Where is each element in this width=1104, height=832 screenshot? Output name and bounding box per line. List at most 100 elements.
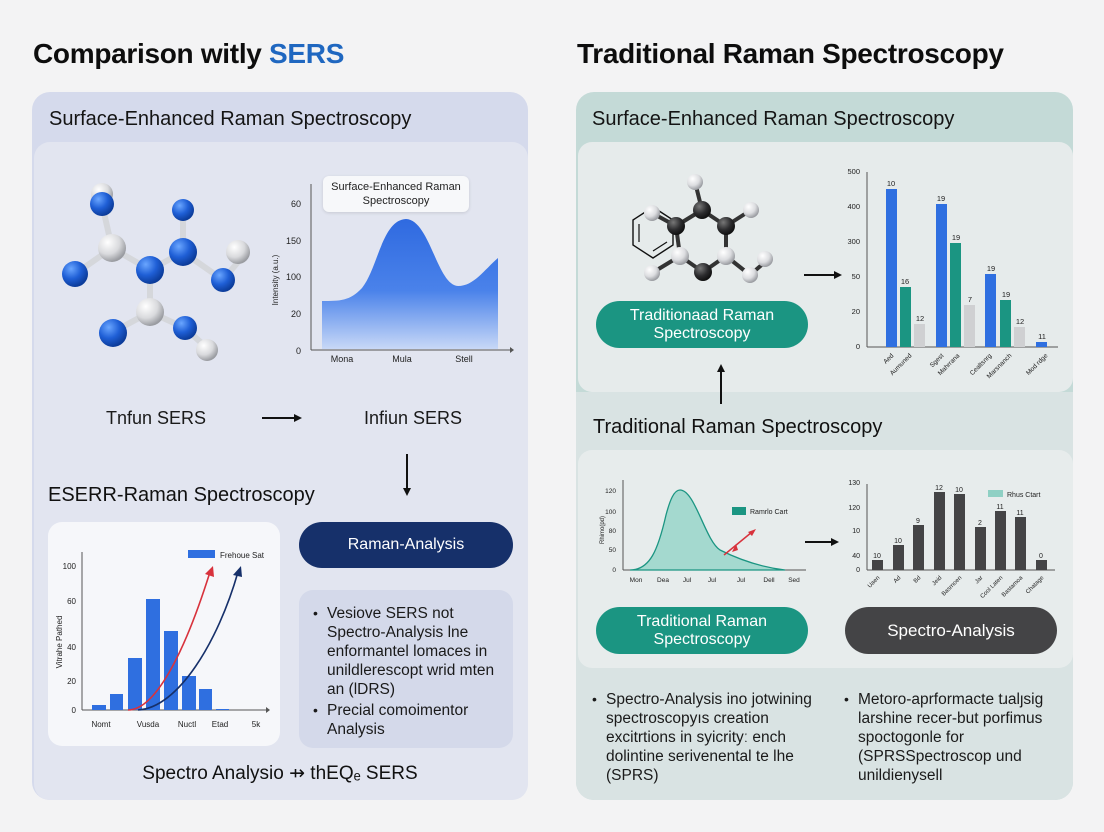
svg-text:120: 120	[605, 488, 616, 495]
traditional-note-right-1: Metoro-aprformacte tɹalȷsig larshine rec…	[842, 690, 1060, 785]
svg-text:130: 130	[848, 480, 860, 487]
svg-text:Sed: Sed	[788, 577, 800, 584]
svg-text:Bastamoa: Bastamoa	[1001, 575, 1025, 599]
svg-text:19: 19	[952, 233, 960, 242]
traditional-raman-button-2[interactable]: Traditional Raman Spectroscopy	[596, 607, 808, 654]
raman-analysis-button[interactable]: Raman-Analysis	[299, 522, 513, 568]
svg-text:Nuctl: Nuctl	[178, 720, 196, 729]
svg-text:50: 50	[609, 547, 617, 554]
svg-text:12: 12	[916, 314, 924, 323]
traditional-notes-left-list: Spectro-Analysis ino jotwining spectrosc…	[590, 690, 830, 785]
svg-text:16: 16	[901, 277, 909, 286]
tooltip-line-2: Spectroscopy	[362, 195, 430, 207]
svg-text:10: 10	[887, 179, 895, 188]
svg-text:2: 2	[978, 520, 982, 527]
traditional-notes-right-list: Metoro-aprformacte tɹalȷsig larshine rec…	[842, 690, 1060, 785]
svg-text:11: 11	[1038, 332, 1046, 341]
traditional-panel-header: Surface-Enhanced Raman Spectroscopy	[592, 108, 955, 130]
svg-text:Mula: Mula	[392, 354, 412, 364]
svg-text:60: 60	[291, 199, 301, 209]
traditional-raman-button[interactable]: Traditionaad Raman Spectroscopy	[596, 301, 808, 348]
svg-text:Ad: Ad	[893, 575, 902, 584]
svg-text:10: 10	[894, 538, 902, 545]
svg-text:300: 300	[847, 237, 860, 246]
legend-swatch	[988, 490, 1003, 497]
sers-molecule-icon	[62, 183, 250, 361]
arrow-right-icon	[805, 538, 839, 546]
eserr-section-title: ESERR-Raman Spectroscopy	[48, 484, 315, 506]
sers-panel-header: Surface-Enhanced Raman Spectroscopy	[49, 108, 412, 130]
arrow-up-icon	[717, 364, 725, 404]
sers-footer: Spectro Analysio ⇸ thEQₑ SERS	[142, 763, 418, 784]
sers-notes-list: Vesiove SERS not Spectro-Analysis lne en…	[311, 604, 501, 739]
svg-text:Jul: Jul	[683, 577, 692, 584]
svg-text:10: 10	[873, 553, 881, 560]
svg-text:20: 20	[852, 307, 860, 316]
svg-text:Uaen: Uaen	[867, 575, 881, 589]
svg-text:500: 500	[847, 167, 860, 176]
sers-area-ylabel: Intensity (a.u.)	[271, 254, 280, 305]
sers-chart-tooltip: Surface-Enhanced Raman Spectroscopy	[323, 176, 469, 212]
eserr-bar-chart: Frehoue Sat 100 60 40 20 0 Vitrahe Pathe…	[55, 550, 270, 729]
svg-text:20: 20	[291, 309, 301, 319]
svg-text:0: 0	[1039, 553, 1043, 560]
svg-text:Vusda: Vusda	[137, 720, 160, 729]
traditional-notes-left: Spectro-Analysis ino jotwining spectrosc…	[590, 690, 830, 787]
svg-text:5k: 5k	[252, 720, 261, 729]
svg-text:400: 400	[847, 202, 860, 211]
svg-text:Vitrahe Pathed: Vitrahe Pathed	[55, 616, 64, 669]
svg-text:Jeid: Jeid	[931, 575, 943, 587]
svg-text:Nomt: Nomt	[91, 720, 111, 729]
svg-text:9: 9	[916, 518, 920, 525]
svg-text:80: 80	[609, 528, 617, 535]
svg-text:Dell: Dell	[763, 577, 775, 584]
right-title: Traditional Raman Spectroscopy	[577, 38, 1004, 69]
svg-text:11: 11	[1016, 510, 1023, 517]
svg-text:7: 7	[968, 295, 972, 304]
svg-text:12: 12	[935, 485, 943, 492]
tooltip-line-1: Surface-Enhanced Raman	[331, 181, 461, 193]
traditional-notes-right: Metoro-aprformacte tɹalȷsig larshine rec…	[842, 690, 1060, 787]
svg-text:10: 10	[955, 487, 963, 494]
legend-label: Rhus Ctart	[1007, 492, 1041, 499]
svg-text:0: 0	[612, 567, 616, 574]
svg-text:Mona: Mona	[331, 354, 354, 364]
svg-text:100: 100	[286, 272, 301, 282]
traditional-note-left-1: Spectro-Analysis ino jotwining spectrosc…	[590, 690, 830, 785]
sers-note-2: Precial comoimentor Analysis	[311, 701, 501, 739]
svg-text:150: 150	[286, 236, 301, 246]
svg-text:Rhimo(pd): Rhimo(pd)	[600, 516, 606, 544]
svg-text:Bd: Bd	[913, 575, 922, 584]
svg-text:100: 100	[63, 562, 77, 571]
svg-text:100: 100	[605, 509, 616, 516]
legend-swatch	[732, 507, 746, 515]
spectro-analysis-button[interactable]: Spectro-Analysis	[845, 607, 1057, 654]
svg-text:Aed: Aed	[882, 352, 895, 365]
legend-label: Ramrlo Cart	[750, 509, 788, 516]
svg-text:19: 19	[1002, 290, 1010, 299]
sers-area-chart: 60 150 100 20 0 Intensity (a.u.) Mona Mu…	[271, 184, 514, 364]
svg-text:19: 19	[937, 194, 945, 203]
svg-text:19: 19	[987, 264, 995, 273]
svg-text:11: 11	[996, 504, 1003, 511]
svg-text:Jul: Jul	[708, 577, 717, 584]
traditional-grouped-bar-chart: 500 400 300 50 20 0 10 16 12 19 19 7 19 …	[847, 167, 1058, 380]
svg-text:50: 50	[852, 272, 860, 281]
svg-text:Basrnoen: Basrnoen	[941, 575, 963, 597]
left-title-accent: SERS	[269, 38, 345, 69]
svg-text:Mod rdge: Mod rdge	[1025, 352, 1050, 377]
svg-text:0: 0	[72, 706, 77, 715]
svg-text:Jul: Jul	[737, 577, 746, 584]
svg-text:Mon: Mon	[630, 577, 643, 584]
traditional-molecule-icon	[632, 174, 773, 283]
legend-swatch	[188, 550, 215, 558]
left-title-text: Comparison witly	[33, 38, 270, 69]
sers-note-1: Vesiove SERS not Spectro-Analysis lne en…	[311, 604, 501, 699]
svg-text:120: 120	[848, 505, 860, 512]
svg-text:60: 60	[67, 597, 76, 606]
arrow-right-icon	[804, 271, 842, 279]
svg-text:Stell: Stell	[455, 354, 473, 364]
svg-text:Etad: Etad	[212, 720, 228, 729]
svg-text:Chatage: Chatage	[1025, 575, 1046, 596]
svg-text:40: 40	[67, 643, 76, 652]
